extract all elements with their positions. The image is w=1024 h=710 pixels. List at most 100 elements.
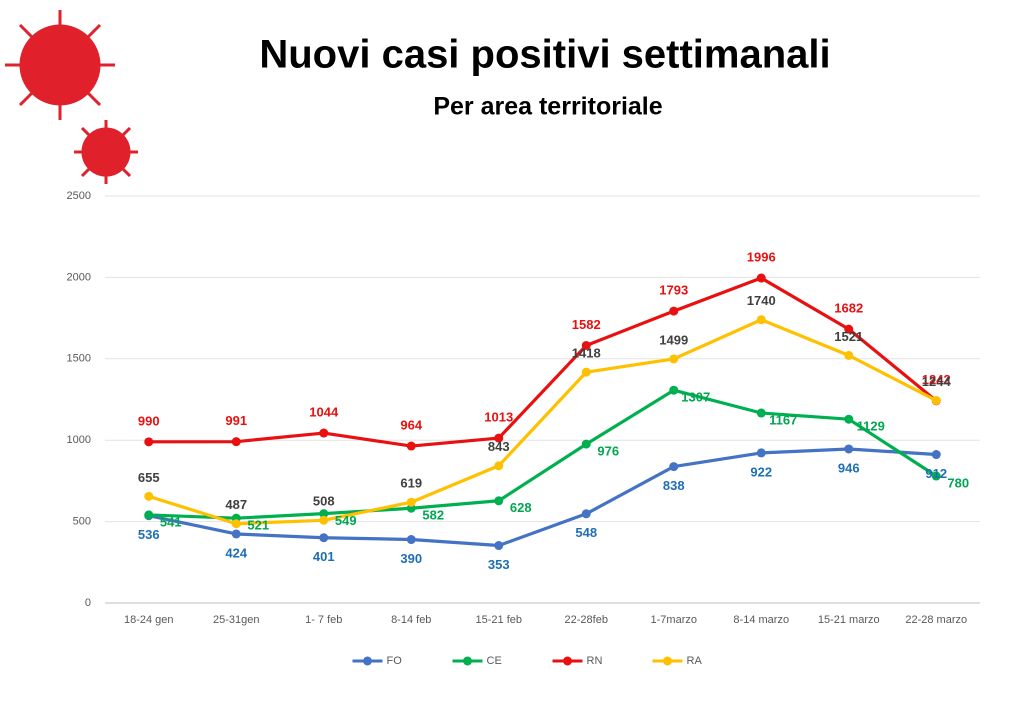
legend-marker <box>563 656 572 666</box>
data-point <box>844 444 854 454</box>
data-point <box>669 462 679 472</box>
data-label: 655 <box>138 470 160 485</box>
data-point <box>494 433 504 443</box>
x-tick-label: 8-14 feb <box>391 614 431 626</box>
data-label: 541 <box>160 514 182 529</box>
x-tick-label: 15-21 marzo <box>818 614 880 626</box>
chart-title: Nuovi casi positivi settimanali <box>259 33 830 77</box>
y-tick-label: 2500 <box>67 190 91 202</box>
data-point <box>494 461 504 471</box>
y-tick-label: 1500 <box>67 353 91 365</box>
x-tick-label: 1-7marzo <box>651 614 697 626</box>
y-tick-label: 2000 <box>67 271 91 283</box>
data-point <box>144 510 154 520</box>
data-label: 990 <box>138 413 160 428</box>
data-label: 1418 <box>572 346 601 361</box>
data-label: 628 <box>510 500 532 515</box>
x-tick-label: 8-14 marzo <box>733 614 789 626</box>
data-point <box>844 324 854 334</box>
data-label: 619 <box>400 476 422 491</box>
data-label: 976 <box>597 444 619 459</box>
data-point <box>581 439 591 449</box>
data-label: 390 <box>400 551 422 566</box>
virus-icon <box>5 10 138 184</box>
data-label: 1167 <box>769 412 797 427</box>
data-label: 780 <box>947 475 969 490</box>
data-point <box>319 533 329 543</box>
data-point <box>319 428 329 438</box>
data-label: 548 <box>575 525 597 540</box>
data-point <box>231 519 241 529</box>
data-label: 1682 <box>834 301 863 316</box>
data-point <box>319 515 329 525</box>
data-label: 536 <box>138 527 160 542</box>
data-label: 401 <box>313 549 335 564</box>
data-label: 964 <box>400 417 422 432</box>
data-label: 508 <box>313 494 335 509</box>
data-point <box>756 315 766 325</box>
series-line <box>148 447 937 548</box>
data-point <box>231 437 241 447</box>
data-label: 424 <box>225 545 247 560</box>
data-point <box>669 385 679 395</box>
data-point <box>581 340 591 350</box>
y-tick-label: 0 <box>85 597 91 609</box>
data-point <box>494 496 504 506</box>
x-tick-label: 25-31gen <box>213 614 260 626</box>
legend-label: RN <box>587 655 603 667</box>
series-line <box>148 276 938 448</box>
data-point <box>931 450 941 460</box>
data-label: 549 <box>335 513 357 528</box>
data-point <box>669 354 679 364</box>
data-label: 922 <box>750 464 772 479</box>
legend-label: RA <box>687 655 703 667</box>
data-label: 1242 <box>922 372 951 387</box>
data-point <box>581 367 591 377</box>
data-label: 1044 <box>309 404 339 419</box>
data-point <box>844 414 854 424</box>
data-point <box>494 541 504 551</box>
chart-subtitle: Per area territoriale <box>433 93 662 121</box>
data-label: 912 <box>925 466 947 481</box>
x-tick-label: 22-28feb <box>565 614 608 626</box>
data-label: 946 <box>838 460 860 475</box>
data-label: 353 <box>488 557 510 572</box>
data-label: 582 <box>422 508 444 523</box>
data-point <box>406 441 416 451</box>
data-point <box>406 535 416 545</box>
data-label: 843 <box>488 439 510 454</box>
data-label: 1996 <box>747 249 776 264</box>
series-line <box>148 318 937 526</box>
data-label: 1244 <box>922 374 952 389</box>
data-label: 1740 <box>747 293 776 308</box>
legend-label: FO <box>387 655 403 667</box>
legend-label: CE <box>487 655 502 667</box>
legend-marker <box>463 656 472 666</box>
data-point <box>406 497 416 507</box>
data-label: 1307 <box>681 390 710 405</box>
data-point <box>931 471 941 481</box>
data-point <box>844 350 854 360</box>
data-point <box>319 509 329 519</box>
x-tick-label: 18-24 gen <box>124 614 174 626</box>
data-point <box>144 491 154 501</box>
data-point <box>669 306 679 316</box>
data-point <box>931 395 941 405</box>
data-point <box>231 529 241 539</box>
data-label: 991 <box>225 413 247 428</box>
data-point <box>581 509 591 519</box>
data-label: 1013 <box>484 410 513 425</box>
y-tick-label: 500 <box>73 516 91 528</box>
series-line <box>148 388 938 520</box>
data-point <box>756 408 766 418</box>
x-tick-label: 15-21 feb <box>476 614 522 626</box>
x-tick-label: 1- 7 feb <box>305 614 342 626</box>
data-label: 487 <box>225 497 247 512</box>
legend-marker <box>363 656 372 666</box>
data-label: 1129 <box>857 419 885 434</box>
data-label: 838 <box>663 478 685 493</box>
data-label: 1499 <box>659 332 688 347</box>
data-label: 1793 <box>659 283 688 298</box>
y-tick-label: 1000 <box>67 434 91 446</box>
data-point <box>756 273 766 283</box>
